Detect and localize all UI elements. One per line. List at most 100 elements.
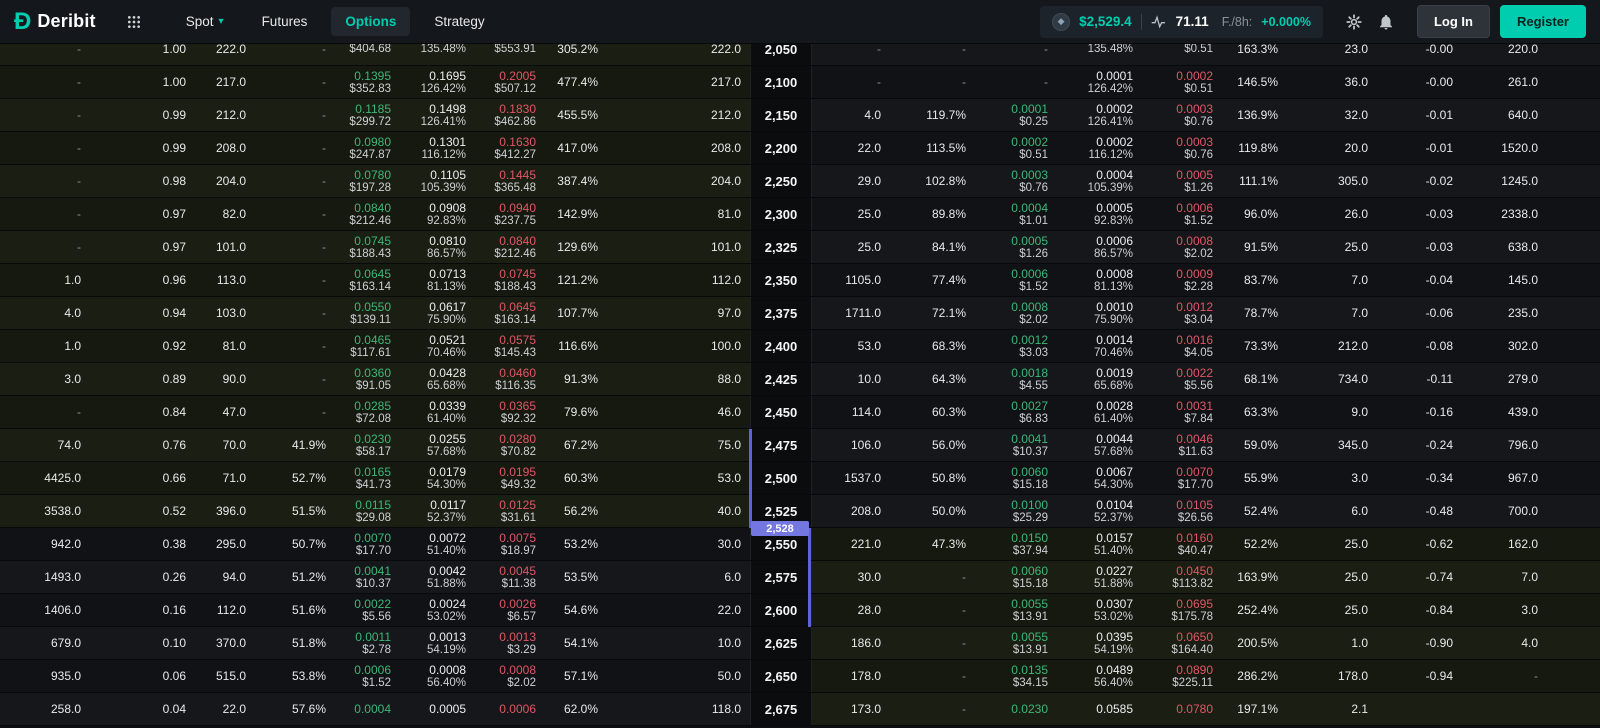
put-mark-cell[interactable]: 0.001965.68% [1057,363,1142,395]
call-mark-cell[interactable]: 0.011752.37% [400,495,475,527]
call-bid-cell[interactable]: 0.0165$41.73 [335,462,400,494]
put-ask-cell[interactable]: 0.0160$40.47 [1142,528,1222,560]
call-ask-cell[interactable]: 0.0645$163.14 [475,297,545,329]
call-ask-cell[interactable]: 0.0365$92.32 [475,396,545,428]
nav-spot[interactable]: Spot ▾ [172,7,238,36]
put-bid-cell[interactable]: 0.0100$25.29 [975,495,1057,527]
call-bid-cell[interactable]: 0.0115$29.08 [335,495,400,527]
put-bid-cell[interactable]: 0.0055$13.91 [975,627,1057,659]
put-bid-cell[interactable]: 0.0150$37.94 [975,528,1057,560]
call-bid-cell[interactable]: 0.0780$197.28 [335,165,400,197]
call-mark-cell[interactable]: 0.081086.57% [400,231,475,263]
put-ask-cell[interactable]: 0.0105$26.56 [1142,495,1222,527]
put-bid-cell[interactable]: 0.0012$3.03 [975,330,1057,362]
call-bid-cell[interactable]: 0.0980$247.87 [335,132,400,164]
put-bid-cell[interactable]: 0.0006$1.52 [975,264,1057,296]
put-ask-cell[interactable]: 0.0003$0.76 [1142,99,1222,131]
put-bid-cell[interactable]: 0.0055$13.91 [975,594,1057,626]
put-mark-cell[interactable]: 0.010452.37% [1057,495,1142,527]
call-ask-cell[interactable]: 0.0006 [475,693,545,725]
put-ask-cell[interactable]: 0.0012$3.04 [1142,297,1222,329]
call-bid-cell[interactable]: 0.0004 [335,693,400,725]
put-ask-cell[interactable]: 0.0005$1.26 [1142,165,1222,197]
call-ask-cell[interactable]: 0.0840$212.46 [475,231,545,263]
ticker-pill[interactable]: ◆ $2,529.4 71.11 F./8h: +0.000% [1040,6,1323,38]
strike-cell[interactable]: 2,150 [750,99,812,131]
strike-cell[interactable]: 2,475 [750,429,812,461]
put-ask-cell[interactable]: 0.0006$1.52 [1142,198,1222,230]
call-ask-cell[interactable]: 0.0013$3.29 [475,627,545,659]
put-bid-cell[interactable]: 0.0060$15.18 [975,462,1057,494]
put-mark-cell[interactable]: 0.002861.40% [1057,396,1142,428]
call-bid-cell[interactable]: 0.0070$17.70 [335,528,400,560]
put-bid-cell[interactable]: 0.0135$34.15 [975,660,1057,692]
call-mark-cell[interactable]: 0.052170.46% [400,330,475,362]
strike-cell[interactable]: 2,425 [750,363,812,395]
put-mark-cell[interactable]: 0.015751.40% [1057,528,1142,560]
call-bid-cell[interactable]: 0.0645$163.14 [335,264,400,296]
call-ask-cell[interactable]: 0.1445$365.48 [475,165,545,197]
call-ask-cell[interactable]: 0.0045$11.38 [475,561,545,593]
register-button[interactable]: Register [1500,5,1586,38]
call-mark-cell[interactable]: 0.000856.40% [400,660,475,692]
call-mark-cell[interactable]: 0.007251.40% [400,528,475,560]
call-bid-cell[interactable]: 0.0011$2.78 [335,627,400,659]
call-mark-cell[interactable]: 0.1105105.39% [400,165,475,197]
strike-cell[interactable]: 2,375 [750,297,812,329]
put-mark-cell[interactable]: 0.0001126.42% [1057,66,1142,98]
put-mark-cell[interactable]: 0.0004105.39% [1057,165,1142,197]
strike-cell[interactable]: 2,625 [750,627,812,659]
put-ask-cell[interactable]: 0.0070$17.70 [1142,462,1222,494]
put-mark-cell[interactable]: 0.000686.57% [1057,231,1142,263]
call-mark-cell[interactable]: 0.061775.90% [400,297,475,329]
call-bid-cell[interactable]: 0.0840$212.46 [335,198,400,230]
put-ask-cell[interactable]: 0.0695$175.78 [1142,594,1222,626]
call-mark-cell[interactable]: 0.025557.68% [400,429,475,461]
call-ask-cell[interactable]: 0.0745$188.43 [475,264,545,296]
call-bid-cell[interactable]: 0.0006$1.52 [335,660,400,692]
strike-cell[interactable]: 2,650 [750,660,812,692]
call-ask-cell[interactable]: 0.0125$31.61 [475,495,545,527]
settings-gear-icon[interactable] [1341,9,1367,35]
call-mark-cell[interactable]: 0.033961.40% [400,396,475,428]
put-bid-cell[interactable]: 0.0001$0.25 [975,99,1057,131]
put-bid-cell[interactable]: 0.0027$6.83 [975,396,1057,428]
call-ask-cell[interactable]: 0.0008$2.02 [475,660,545,692]
strike-cell[interactable]: 2,300 [750,198,812,230]
call-bid-cell[interactable]: 0.0465$117.61 [335,330,400,362]
deribit-logo[interactable]: Đ Deribit [14,10,96,34]
strike-cell[interactable]: 2,325 [750,231,812,263]
call-mark-cell[interactable]: 0.042865.68% [400,363,475,395]
put-mark-cell[interactable]: 0.004457.68% [1057,429,1142,461]
call-bid-cell[interactable]: 0.0022$5.56 [335,594,400,626]
put-ask-cell[interactable]: 0.0031$7.84 [1142,396,1222,428]
put-ask-cell[interactable]: 0.0008$2.02 [1142,231,1222,263]
put-ask-cell[interactable]: 0.0650$164.40 [1142,627,1222,659]
put-ask-cell[interactable]: 0.0780 [1142,693,1222,725]
put-mark-cell[interactable]: 0.001075.90% [1057,297,1142,329]
put-bid-cell[interactable]: 0.0003$0.76 [975,165,1057,197]
call-mark-cell[interactable]: 0.017954.30% [400,462,475,494]
call-bid-cell[interactable]: 0.0550$139.11 [335,297,400,329]
put-bid-cell[interactable]: 0.0004$1.01 [975,198,1057,230]
call-bid-cell[interactable]: 0.1185$299.72 [335,99,400,131]
put-ask-cell[interactable]: 0.0003$0.76 [1142,132,1222,164]
call-ask-cell[interactable]: 0.0280$70.82 [475,429,545,461]
put-mark-cell[interactable]: 0.048956.40% [1057,660,1142,692]
put-ask-cell[interactable]: 0.0016$4.05 [1142,330,1222,362]
put-ask-cell[interactable]: 0.0022$5.56 [1142,363,1222,395]
strike-cell[interactable]: 2,400 [750,330,812,362]
call-mark-cell[interactable]: 0.090892.83% [400,198,475,230]
nav-futures[interactable]: Futures [248,7,322,36]
put-bid-cell[interactable]: 0.0230 [975,693,1057,725]
put-mark-cell[interactable]: 0.022751.88% [1057,561,1142,593]
put-ask-cell[interactable]: 0.0450$113.82 [1142,561,1222,593]
strike-cell[interactable]: 2,450 [750,396,812,428]
strike-cell[interactable]: 2,575 [750,561,812,593]
call-mark-cell[interactable]: 0.1301116.12% [400,132,475,164]
call-ask-cell[interactable]: 0.0195$49.32 [475,462,545,494]
put-bid-cell[interactable]: 0.0060$15.18 [975,561,1057,593]
put-mark-cell[interactable]: 0.006754.30% [1057,462,1142,494]
call-ask-cell[interactable]: 0.0940$237.75 [475,198,545,230]
call-ask-cell[interactable]: 0.1830$462.86 [475,99,545,131]
